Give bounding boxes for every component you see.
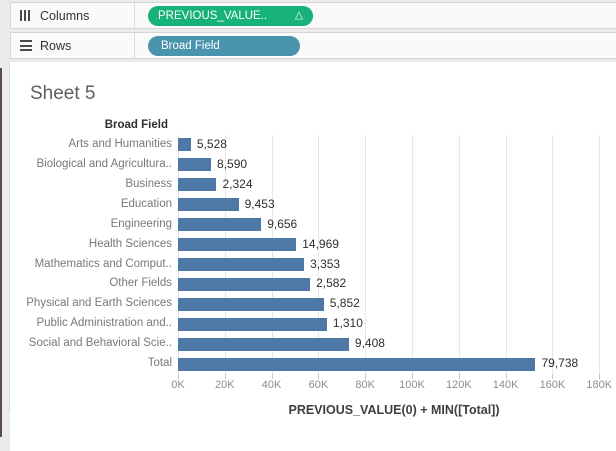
row-field-header[interactable]: Broad Field (104, 119, 168, 131)
category-label[interactable]: Public Administration and.. (36, 317, 172, 330)
axis-tick-label: 0K (171, 379, 185, 391)
bar-mark[interactable] (178, 138, 191, 152)
worksheet-left-border (9, 62, 10, 411)
bar-value-label: 9,408 (354, 336, 385, 351)
category-label[interactable]: Biological and Agricultura.. (36, 157, 172, 170)
category-label[interactable]: Total (147, 357, 172, 370)
rows-pill-broad-field[interactable]: Broad Field (148, 35, 300, 56)
bar-value-label: 5,852 (329, 296, 360, 311)
axis-tick-mark (318, 374, 320, 379)
rows-shelf-label: Rows (40, 38, 72, 53)
bar-mark[interactable] (178, 198, 239, 212)
gridline (365, 135, 367, 374)
columns-pill-label: PREVIOUS_VALUE.. (158, 9, 268, 22)
axis-tick-mark (178, 374, 179, 379)
gridline (412, 135, 414, 374)
category-label[interactable]: Education (120, 197, 172, 210)
bar-mark[interactable] (178, 317, 327, 331)
bar-value-label: 3,353 (310, 256, 341, 271)
bar-value-label: 2,582 (316, 276, 347, 291)
category-label[interactable]: Arts and Humanities (68, 138, 172, 150)
gridline (505, 135, 507, 374)
gridline (458, 135, 460, 374)
bar-mark[interactable] (178, 238, 297, 252)
category-label[interactable]: Other Fields (109, 277, 172, 290)
axis-tick-label: 120K (445, 379, 472, 391)
gridline (224, 135, 226, 374)
columns-pill-previous-value[interactable]: PREVIOUS_VALUE.. △ (148, 5, 313, 26)
table-calc-delta-icon: △ (294, 9, 303, 22)
gridline (271, 135, 273, 374)
axis-tick-mark (552, 374, 554, 379)
axis-tick-label: 160K (539, 379, 566, 391)
axis-tick-mark (271, 374, 273, 379)
sheet-title[interactable]: Sheet 5 (30, 83, 96, 104)
bar-mark[interactable] (178, 218, 262, 232)
gridline (318, 135, 320, 374)
gridline (178, 135, 179, 374)
bar-value-label: 14,969 (302, 236, 339, 251)
bar-mark[interactable] (178, 337, 349, 351)
bar-value-label: 9,453 (244, 196, 275, 211)
category-label[interactable]: Physical and Earth Sciences (26, 297, 172, 310)
chart-pane: 5,528 8,590 2,324 9,453 9,656 14,969 3,353 2,58… (178, 135, 610, 374)
category-label[interactable]: Mathematics and Comput.. (34, 257, 172, 270)
bar-mark[interactable] (178, 178, 217, 192)
bar-value-label: 79,738 (541, 356, 579, 371)
axis-tick-label: 180K (586, 379, 613, 391)
category-label[interactable]: Business (125, 177, 172, 190)
bar-value-label: 5,528 (196, 137, 227, 151)
axis-tick-mark (224, 374, 226, 379)
shelf-divider (134, 33, 135, 58)
axis-tick-label: 140K (492, 379, 519, 391)
axis-tick-mark (599, 374, 601, 379)
bar-mark[interactable] (178, 297, 324, 311)
axis-tick-label: 20K (215, 379, 235, 391)
category-label[interactable]: Social and Behavioral Scie.. (28, 337, 172, 350)
rows-pill-label: Broad Field (161, 39, 220, 52)
bar-value-label: 1,310 (332, 316, 363, 331)
columns-icon (20, 10, 32, 21)
shelf-divider (134, 3, 135, 28)
axis-tick-mark (365, 374, 367, 379)
gridline (552, 135, 554, 374)
category-label[interactable]: Health Sciences (88, 237, 172, 250)
worksheet-canvas (10, 62, 616, 451)
gridline (599, 135, 601, 374)
axis-tick-label: 100K (399, 379, 425, 391)
category-label[interactable]: Engineering (110, 217, 172, 230)
x-axis-title: PREVIOUS_VALUE(0) + MIN([Total]) (288, 403, 500, 417)
window-edge-line (0, 68, 2, 437)
bar-mark[interactable] (178, 277, 311, 291)
columns-shelf[interactable]: Columns PREVIOUS_VALUE.. △ (10, 2, 616, 29)
bar-mark[interactable] (178, 158, 212, 172)
bar-mark[interactable] (178, 257, 305, 271)
columns-shelf-label: Columns (40, 8, 90, 23)
axis-tick-mark (412, 374, 414, 379)
bar-value-label: 9,656 (267, 216, 298, 231)
axis-tick-label: 60K (308, 379, 329, 391)
axis-tick-label: 80K (355, 379, 375, 391)
rows-icon (20, 40, 32, 51)
axis-tick-label: 40K (261, 379, 282, 391)
axis-tick-mark (505, 374, 507, 379)
bar-value-label: 2,324 (222, 176, 253, 191)
axis-tick-mark (458, 374, 460, 379)
bar-mark[interactable] (178, 357, 536, 371)
rows-shelf[interactable]: Rows Broad Field (10, 32, 616, 59)
bar-value-label: 8,590 (217, 156, 248, 171)
